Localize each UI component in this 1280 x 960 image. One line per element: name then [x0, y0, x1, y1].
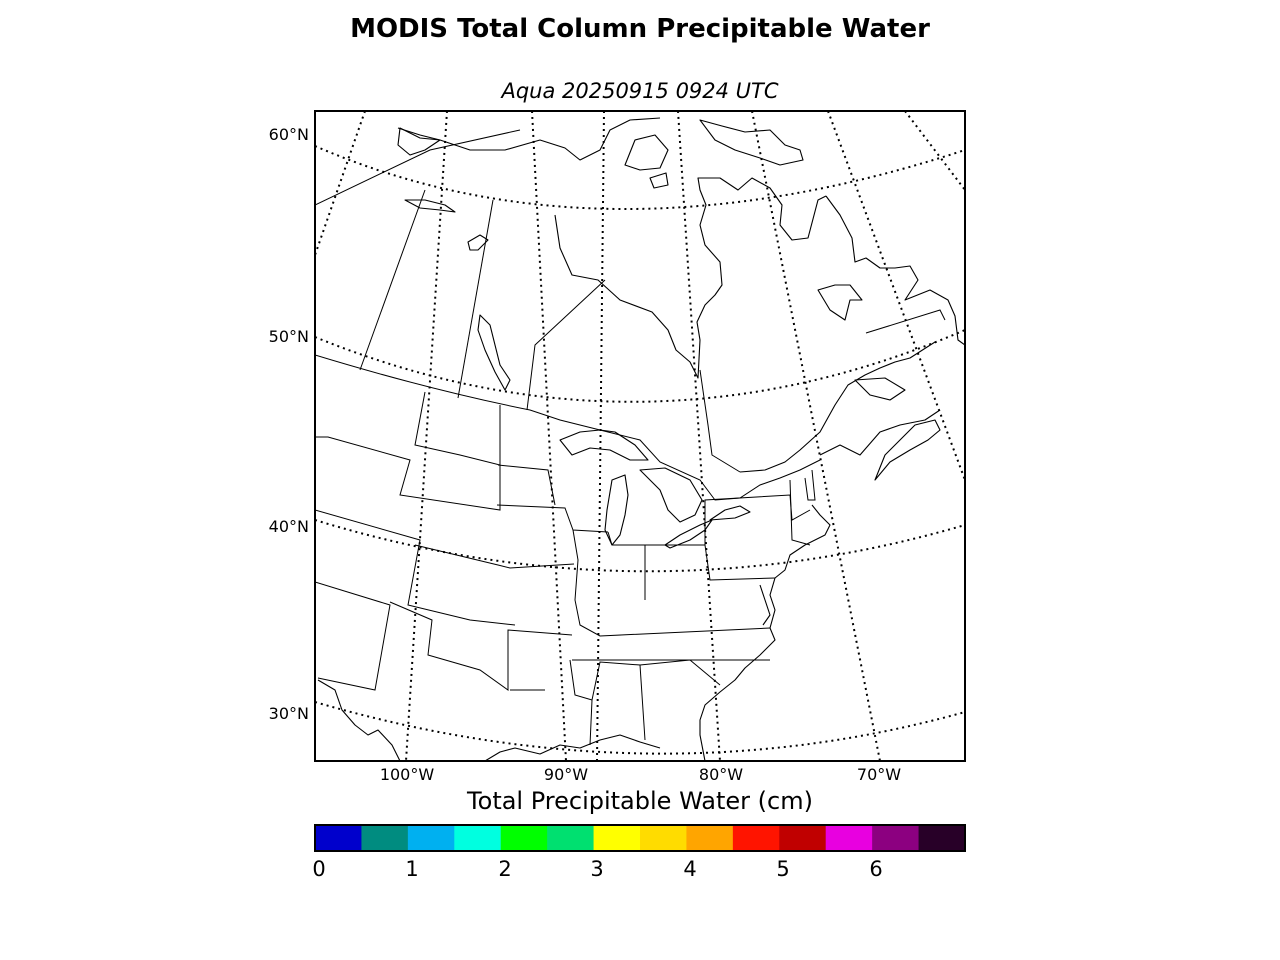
meridian-110w: [315, 111, 366, 256]
us-state-border-3: [315, 581, 391, 691]
alberta-sask-border: [359, 189, 426, 371]
us-state-border-5: [414, 544, 575, 569]
political-borders: [315, 129, 946, 746]
us-state-border-11: [645, 544, 776, 581]
new-brunswick-coast: [819, 409, 941, 456]
meridian-90w: [531, 111, 567, 761]
lat-label-40n: 40°N: [269, 517, 309, 536]
lake-huron: [639, 467, 703, 523]
chesapeake-bay: [759, 584, 771, 626]
us-east-coast: [699, 504, 831, 761]
colorbar-ticks: 0 1 2 3 4 5 6: [312, 857, 882, 881]
chart-subtitle: Aqua 20250915 0924 UTC: [501, 79, 779, 103]
colorbar-tick-4: 4: [683, 857, 696, 881]
lon-labels: 100°W 90°W 80°W 70°W: [380, 765, 901, 784]
st-lawrence-north: [739, 341, 936, 473]
us-state-border-17: [789, 479, 811, 546]
colorbar-frame: [314, 824, 966, 852]
lake-superior: [559, 429, 649, 461]
colorbar-segment: [872, 825, 920, 851]
lake-ontario: [709, 505, 751, 521]
great-bear-lake: [397, 127, 441, 156]
us-state-border-12: [569, 659, 646, 741]
lat-label-30n: 30°N: [269, 704, 309, 723]
us-state-border-6: [496, 504, 609, 533]
meridian-85w: [596, 111, 605, 761]
manitoba-ontario-border: [526, 279, 606, 411]
us-state-border-1: [315, 391, 501, 511]
colorbar-segment: [825, 825, 873, 851]
lat-labels: 60°N 50°N 40°N 30°N: [269, 125, 309, 723]
labrador-coast: [825, 195, 965, 346]
colorbar-segment: [407, 825, 455, 851]
us-state-border-10: [607, 531, 646, 600]
colorbar-segment: [500, 825, 548, 851]
mexico-coast: [317, 679, 401, 761]
colorbar-label: Total Precipitable Water (cm): [467, 787, 813, 815]
us-state-border-4: [389, 601, 573, 691]
lake-athabasca: [467, 234, 489, 251]
lon-label-100w: 100°W: [380, 765, 435, 784]
meridian-100w: [405, 111, 448, 761]
colorbar-tick-5: 5: [776, 857, 789, 881]
lake-erie: [664, 519, 713, 549]
chart-title: MODIS Total Column Precipitable Water: [350, 14, 930, 44]
us-state-border-14: [589, 699, 593, 746]
lat-label-50n: 50°N: [269, 327, 309, 346]
great-slave-lake: [404, 199, 456, 213]
us-state-border-9: [572, 529, 771, 637]
parallel-40n: [315, 519, 965, 573]
lon-label-80w: 80°W: [699, 765, 743, 784]
parallels: [315, 145, 965, 755]
parallel-30n: [315, 701, 965, 755]
colorbar-tick-3: 3: [590, 857, 603, 881]
lon-label-70w: 70°W: [857, 765, 901, 784]
quebec-labrador-border: [865, 309, 946, 334]
baffin-island: [699, 119, 804, 166]
colorbar-tick-2: 2: [498, 857, 511, 881]
lake-winnipeg: [477, 314, 511, 391]
meridian-65w: [904, 111, 965, 191]
colorbar-segment: [640, 825, 687, 851]
meridians: [315, 111, 965, 761]
colorbar-segment: [315, 825, 362, 851]
coastlines: [317, 117, 965, 761]
parallel-50n: [315, 329, 965, 403]
colorbar: [315, 825, 966, 851]
sask-manitoba-border: [457, 199, 494, 399]
colorbar-segment: [779, 825, 827, 851]
map-content: [315, 111, 965, 761]
gulf-st-lawrence: [854, 377, 906, 401]
ontario-quebec-border: [699, 369, 741, 473]
colorbar-segment: [686, 825, 734, 851]
parallel-60n: [315, 145, 965, 210]
lake-michigan: [604, 474, 629, 546]
lon-label-90w: 90°W: [544, 765, 588, 784]
colorbar-segment: [454, 825, 502, 851]
us-state-border-18: [804, 469, 816, 501]
ungava-bay: [817, 284, 863, 321]
meridian-80w: [677, 111, 721, 761]
colorbar-segment: [361, 825, 409, 851]
colorbar-segment: [547, 825, 595, 851]
colorbar-tick-1: 1: [405, 857, 418, 881]
us-state-border-2: [315, 509, 516, 626]
nunavut-border: [315, 129, 521, 206]
colorbar-segment: [593, 825, 641, 851]
hudson-bay-coast: [554, 177, 827, 379]
map-frame: [314, 110, 966, 762]
colorbar-tick-6: 6: [869, 857, 882, 881]
colorbar-segment: [918, 825, 966, 851]
mansel-island: [649, 172, 669, 189]
gulf-coast: [484, 734, 661, 761]
us-state-border-8: [497, 464, 556, 506]
colorbar-tick-0: 0: [312, 857, 325, 881]
lat-label-60n: 60°N: [269, 125, 309, 144]
colorbar-segment: [732, 825, 780, 851]
southampton-island: [624, 134, 669, 171]
nova-scotia: [874, 419, 941, 481]
